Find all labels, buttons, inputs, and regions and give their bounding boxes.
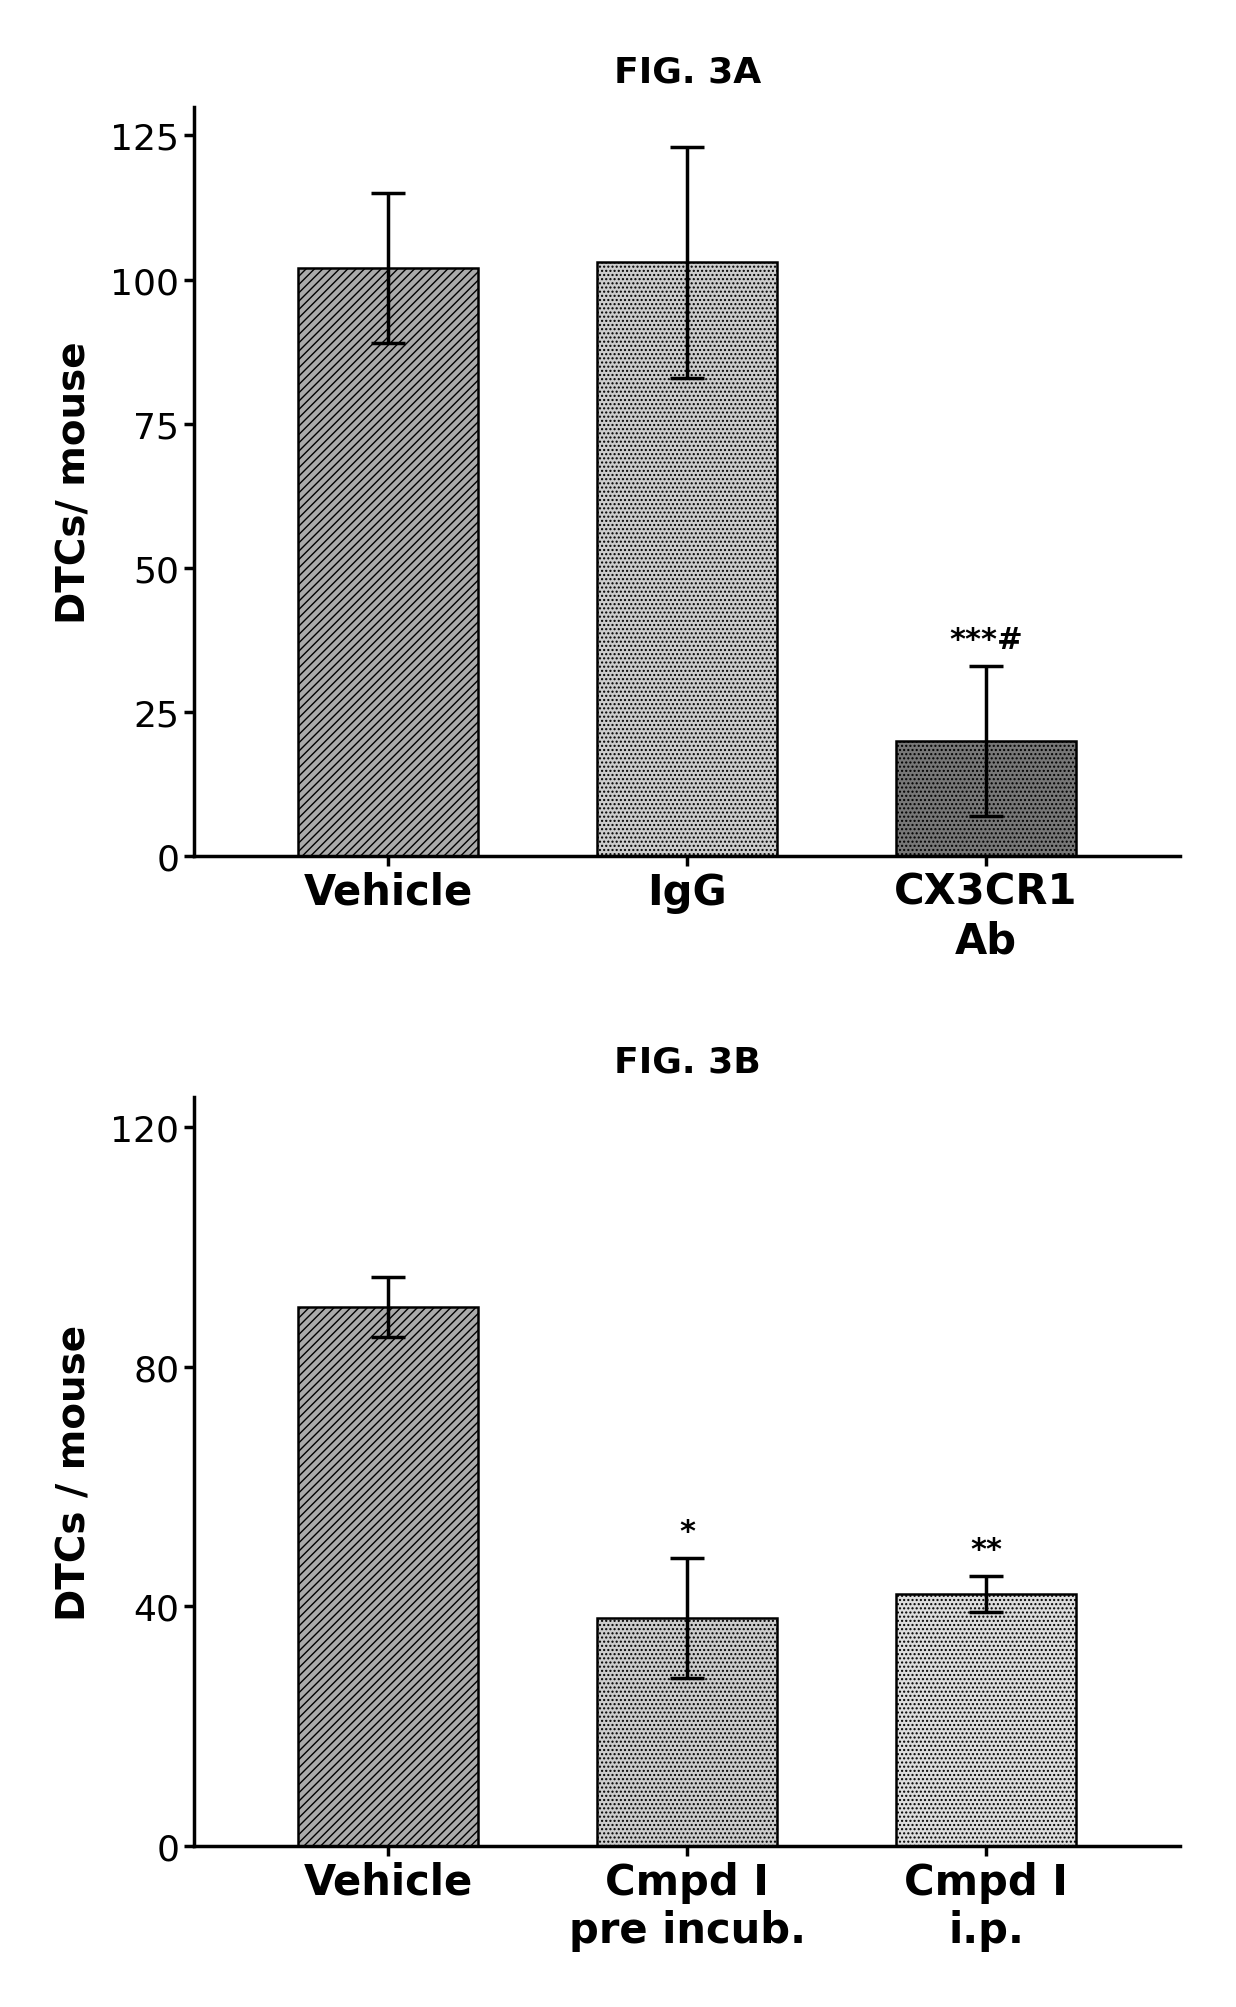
Bar — [298, 269, 478, 857]
Text: ***#: ***# — [949, 626, 1023, 654]
Bar — [896, 741, 1075, 857]
Text: *: * — [679, 1517, 695, 1547]
Y-axis label: DTCs / mouse: DTCs / mouse — [56, 1325, 94, 1620]
Bar — [597, 263, 776, 857]
Title: FIG. 3B: FIG. 3B — [614, 1046, 760, 1080]
Y-axis label: DTCs/ mouse: DTCs/ mouse — [56, 341, 94, 624]
Bar — [896, 1596, 1075, 1846]
Text: **: ** — [970, 1535, 1002, 1565]
Bar — [298, 1307, 478, 1846]
Title: FIG. 3A: FIG. 3A — [613, 56, 760, 90]
Bar — [597, 1618, 776, 1846]
